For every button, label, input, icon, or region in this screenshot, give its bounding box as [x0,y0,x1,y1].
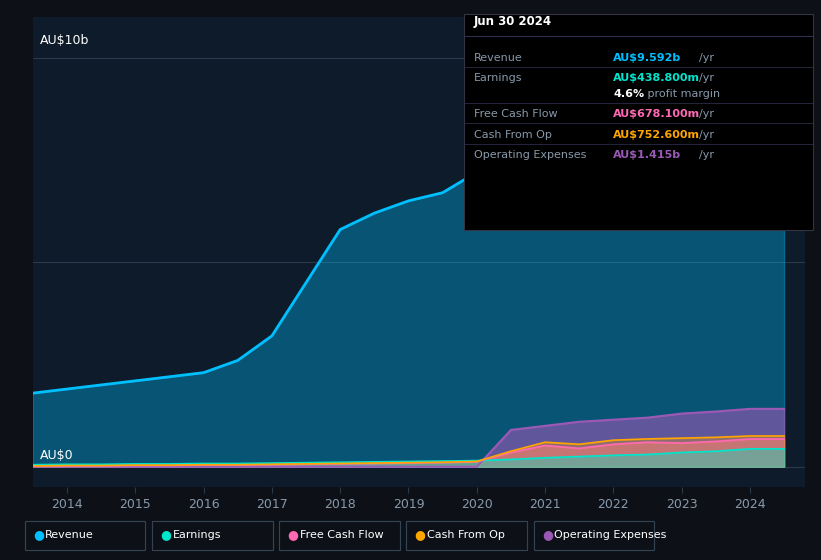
Text: AU$438.800m: AU$438.800m [613,73,700,83]
Text: Jun 30 2024: Jun 30 2024 [474,15,552,28]
Text: Operating Expenses: Operating Expenses [554,530,667,540]
Text: AU$1.415b: AU$1.415b [613,150,681,160]
Text: Cash From Op: Cash From Op [474,130,552,140]
Text: Operating Expenses: Operating Expenses [474,150,586,160]
Text: /yr: /yr [699,73,714,83]
Text: AU$0: AU$0 [39,449,73,462]
Text: /yr: /yr [699,150,714,160]
Text: AU$678.100m: AU$678.100m [613,109,700,119]
Text: ●: ● [287,528,298,542]
Text: Cash From Op: Cash From Op [427,530,505,540]
Text: ●: ● [542,528,553,542]
Text: 4.6%: 4.6% [613,89,644,99]
Text: /yr: /yr [699,130,714,140]
Text: ●: ● [33,528,44,542]
Text: AU$752.600m: AU$752.600m [613,130,700,140]
Text: Earnings: Earnings [474,73,522,83]
Text: AU$9.592b: AU$9.592b [613,53,681,63]
Text: Free Cash Flow: Free Cash Flow [474,109,557,119]
Text: Earnings: Earnings [172,530,221,540]
Text: ●: ● [415,528,425,542]
Text: AU$10b: AU$10b [39,35,89,48]
Text: Revenue: Revenue [45,530,94,540]
Text: /yr: /yr [699,109,714,119]
Text: ●: ● [160,528,171,542]
Text: Revenue: Revenue [474,53,522,63]
Text: Free Cash Flow: Free Cash Flow [300,530,383,540]
Text: profit margin: profit margin [644,89,720,99]
Text: /yr: /yr [699,53,714,63]
